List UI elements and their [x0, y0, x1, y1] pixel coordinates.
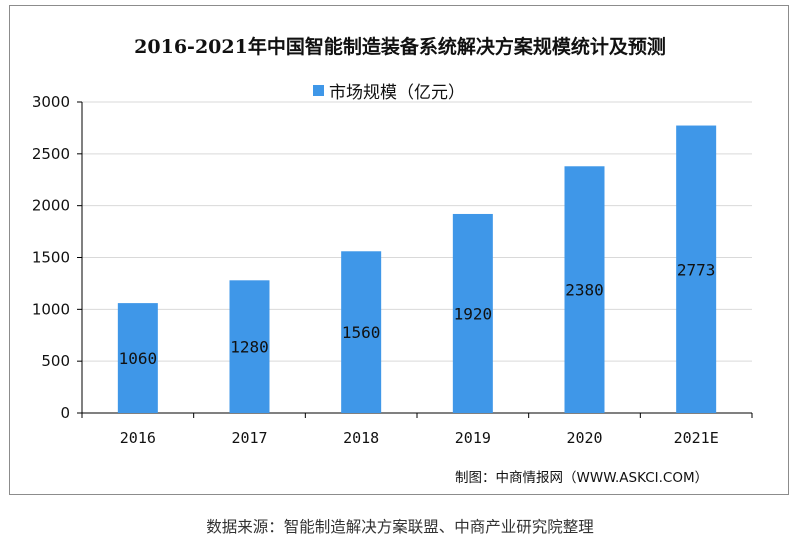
bar — [452, 213, 493, 413]
x-tick-label: 2021E — [674, 429, 719, 447]
bar — [341, 251, 382, 413]
y-tick-label: 3000 — [32, 93, 70, 111]
bar — [229, 280, 270, 413]
bar — [564, 166, 605, 413]
x-tick-label: 2019 — [455, 429, 491, 447]
bar-value-label: 1280 — [230, 338, 269, 357]
y-tick-label: 500 — [41, 352, 70, 370]
legend-label: 市场规模（亿元） — [329, 82, 465, 103]
y-tick-label: 1500 — [32, 249, 70, 267]
x-tick-label: 2018 — [343, 429, 379, 447]
bar-value-label: 1560 — [342, 323, 381, 342]
x-tick-label: 2017 — [231, 429, 267, 447]
x-tick-label: 2020 — [566, 429, 602, 447]
bar — [117, 303, 158, 413]
y-tick-label: 2500 — [32, 145, 70, 163]
x-tick-label: 2016 — [120, 429, 156, 447]
y-tick-label: 2000 — [32, 197, 70, 215]
legend-swatch — [313, 84, 324, 96]
chart-title: 2016-2021年中国智能制造装备系统解决方案规模统计及预测 — [134, 36, 666, 58]
bar-value-label: 1060 — [119, 349, 158, 368]
chart-credit: 制图：中商情报网（WWW.ASKCI.COM） — [455, 470, 709, 486]
chart-legend: 市场规模（亿元） — [313, 80, 465, 103]
bar-value-label: 1920 — [454, 304, 493, 323]
y-tick-label: 0 — [60, 404, 70, 422]
data-source-note: 数据来源：智能制造解决方案联盟、中商产业研究院整理 — [206, 518, 594, 536]
bar-value-label: 2380 — [565, 281, 604, 300]
y-tick-label: 1000 — [32, 300, 70, 318]
bar — [676, 125, 717, 413]
bar-value-label: 2773 — [677, 260, 716, 279]
